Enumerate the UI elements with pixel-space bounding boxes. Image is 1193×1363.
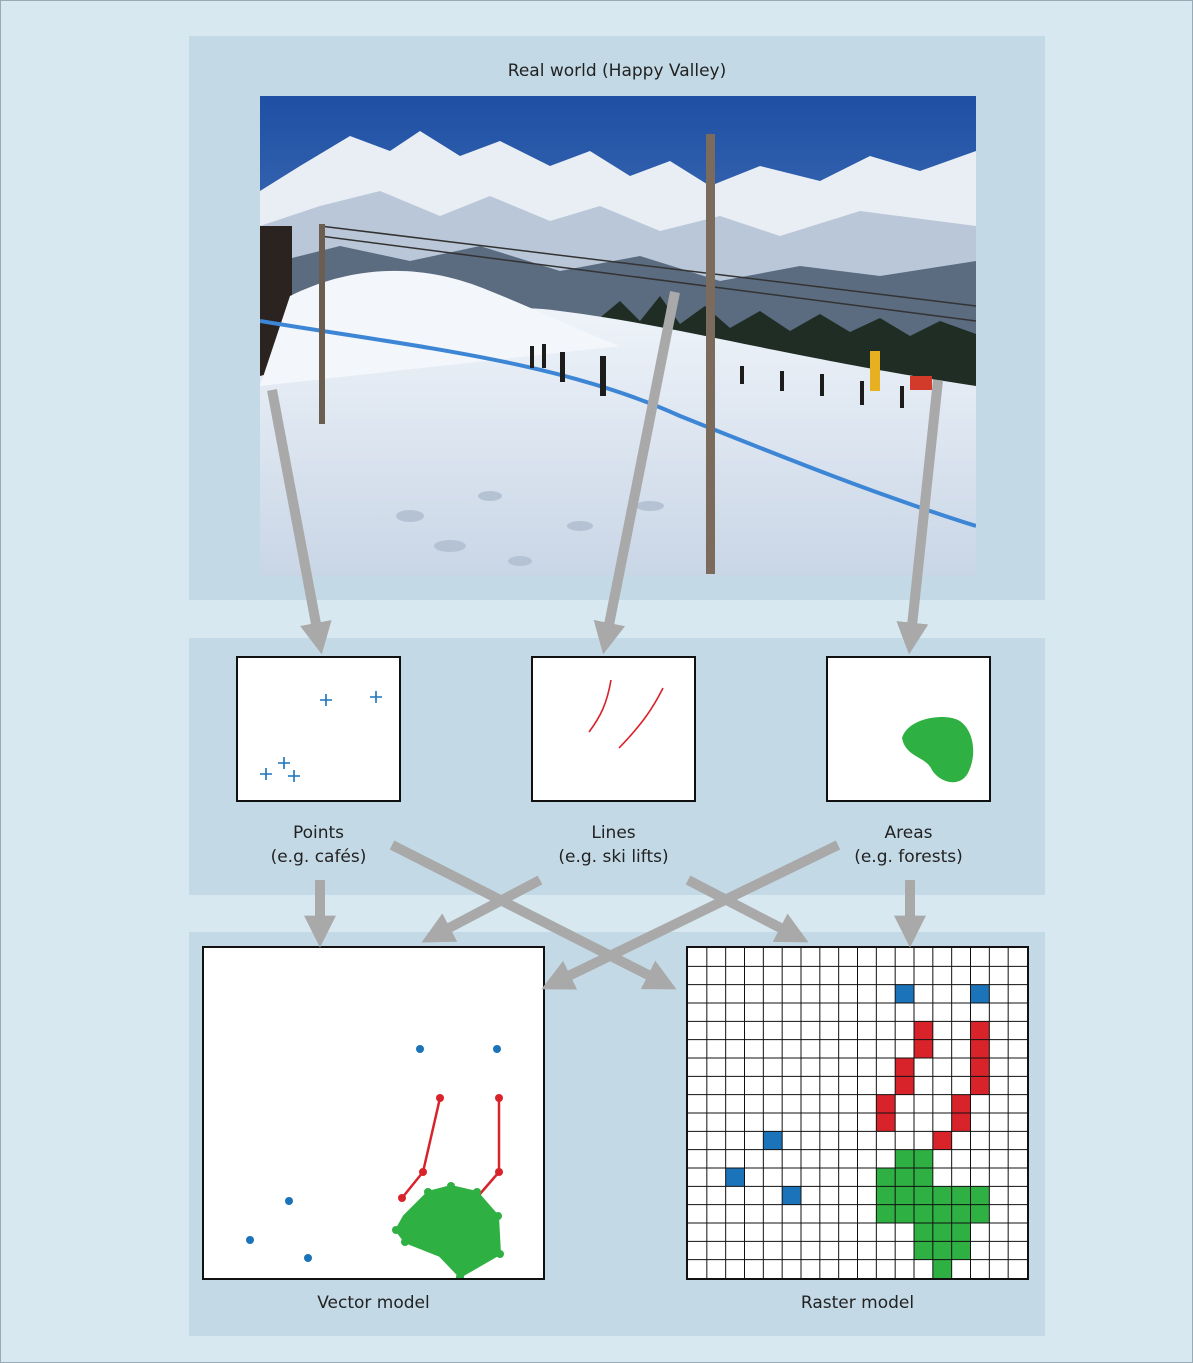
raster-area-cell [951,1204,971,1223]
raster-area-cell [970,1204,990,1223]
raster-area-cell [895,1204,914,1223]
raster-line-cell [951,1113,971,1132]
line-feature [618,687,664,749]
vector-model-label: Vector model [317,1293,430,1313]
vector-model-diagram [246,1045,504,1281]
raster-model-label: Raster model [800,1293,915,1313]
lines-box [531,656,696,802]
raster-area-cell [951,1241,971,1260]
raster-area-cell [914,1223,933,1242]
raster-area-cell [895,1186,914,1205]
vector-area [394,1184,502,1279]
raster-line-cell [914,1021,933,1040]
raster-area-cell [951,1186,971,1205]
raster-area-cell [914,1186,933,1205]
point-marker [260,768,272,780]
real-world-title: Real world (Happy Valley) [507,61,727,81]
raster-area-cell [914,1149,933,1168]
line-feature [588,679,612,733]
vector-point [416,1045,424,1053]
vector-point [246,1236,254,1244]
raster-line-cell [970,1039,990,1058]
raster-line-cell [876,1113,896,1132]
raster-point-cell [782,1186,801,1205]
vector-model-box [202,946,545,1281]
areas-example: (e.g. forests) [854,847,963,867]
raster-line-cell [914,1039,933,1058]
raster-area-cell [932,1241,952,1260]
raster-area-cell [876,1204,896,1223]
areas-label: Areas [884,823,933,843]
raster-area-cell [970,1186,990,1205]
raster-area-cell [876,1186,896,1205]
lines-label: Lines [591,823,636,843]
raster-area-cell [932,1186,952,1205]
ski-resort-photo [260,96,976,576]
vector-point [493,1045,501,1053]
areas-symbols [902,717,974,783]
point-marker [320,694,332,706]
raster-line-cell [951,1094,971,1113]
raster-area-cell [876,1168,896,1187]
raster-point-cell [970,984,990,1003]
points-symbols [260,691,382,782]
raster-area-cell [914,1204,933,1223]
vector-line [401,1097,442,1199]
raster-line-cell [970,1076,990,1095]
points-box [236,656,401,802]
raster-line-cell [932,1131,952,1150]
raster-area-cell [932,1204,952,1223]
raster-area-cell [951,1223,971,1242]
vector-point [304,1254,312,1262]
raster-model-grid [688,948,1027,1278]
raster-line-cell [970,1058,990,1077]
raster-area-cell [914,1168,933,1187]
ski-resort-illustration [260,96,976,576]
raster-line-cell [970,1021,990,1040]
lines-symbols [588,679,664,749]
raster-point-cell [895,984,914,1003]
vector-point [285,1197,293,1205]
raster-area-cell [895,1149,914,1168]
raster-model-box [686,946,1029,1280]
area-feature [902,717,974,783]
lines-example: (e.g. ski lifts) [558,847,669,867]
raster-area-cell [914,1241,933,1260]
raster-point-cell [763,1131,783,1150]
raster-area-cell [932,1259,952,1278]
points-example: (e.g. cafés) [270,847,367,867]
raster-line-cell [895,1076,914,1095]
point-marker [288,770,300,782]
point-marker [370,691,382,703]
points-label: Points [292,823,345,843]
raster-line-cell [876,1094,896,1113]
raster-line-cell [895,1058,914,1077]
areas-box [826,656,991,802]
raster-area-cell [932,1223,952,1242]
raster-area-cell [895,1168,914,1187]
point-marker [278,757,290,769]
raster-point-cell [725,1168,745,1187]
